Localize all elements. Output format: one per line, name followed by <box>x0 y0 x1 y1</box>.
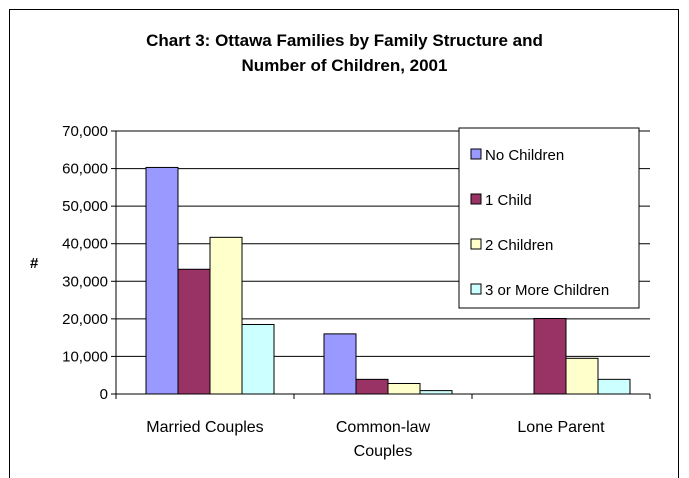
y-axis-label: # <box>30 255 39 272</box>
legend-box <box>458 127 640 309</box>
legend-swatch <box>470 148 482 160</box>
bar-2-children <box>387 382 421 395</box>
bar-2-children <box>565 357 599 395</box>
axes <box>111 130 651 399</box>
bar-1-child <box>355 378 389 395</box>
x-category-label: Couples <box>354 443 413 460</box>
legend-label: 1 Child <box>485 192 532 209</box>
bar-2-children <box>209 236 243 395</box>
legend-swatch <box>470 283 482 295</box>
chart-title-line-2: Number of Children, 2001 <box>241 56 448 75</box>
y-tick-label: 10,000 <box>62 348 108 365</box>
y-tick-label: 50,000 <box>62 198 108 215</box>
legend-label: 3 or More Children <box>485 282 609 299</box>
bar-3-or-more-children <box>241 323 275 395</box>
y-tick-label: 40,000 <box>62 236 108 253</box>
legend-label: No Children <box>485 147 564 164</box>
bar-3-or-more-children <box>419 390 453 395</box>
bar-no-children <box>323 333 357 395</box>
y-tick-label: 20,000 <box>62 311 108 328</box>
x-category-label: Common-law <box>336 419 431 436</box>
x-category-labels: Married Couples Common-law Couples Lone Par… <box>146 419 605 460</box>
bar-no-children <box>145 166 179 395</box>
y-tick-label: 70,000 <box>62 123 108 140</box>
bar-1-child <box>177 268 211 395</box>
y-tick-label: 0 <box>100 386 108 403</box>
x-category-label: Married Couples <box>146 419 263 436</box>
x-category-label: Lone Parent <box>517 419 605 436</box>
y-tick-label: 30,000 <box>62 273 108 290</box>
chart-title-line-1: Chart 3: Ottawa Families by Family Struc… <box>146 31 543 50</box>
legend-label: 2 Children <box>485 237 553 254</box>
y-tick-label: 60,000 <box>62 161 108 178</box>
legend-swatch <box>470 193 482 205</box>
y-tick-labels: 0 10,000 20,000 30,000 40,000 50,000 60,000 70,… <box>62 123 108 403</box>
bar-1-child <box>533 317 567 395</box>
chart-title: Chart 3: Ottawa Families by Family Struc… <box>0 28 689 78</box>
legend-swatch <box>470 238 482 250</box>
bar-3-or-more-children <box>597 378 631 395</box>
legend: No Children 1 Child 2 Children 3 or More Ch… <box>458 127 640 309</box>
